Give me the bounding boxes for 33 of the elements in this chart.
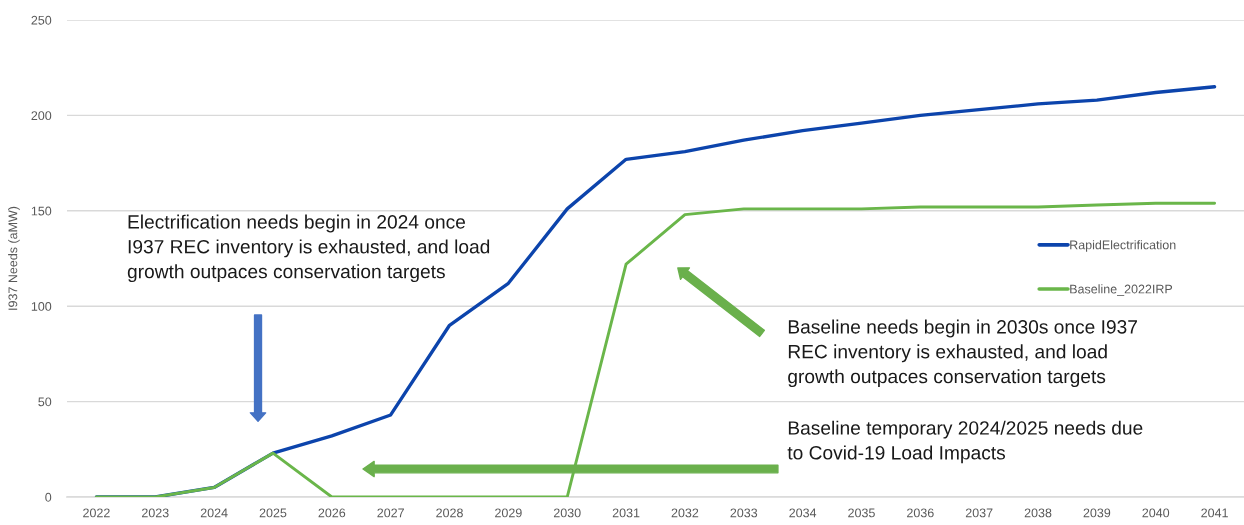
x-tick-label: 2030 [553, 508, 581, 518]
x-tick-label: 2033 [730, 508, 758, 518]
annotation: Baseline temporary 2024/2025 needs due to Covid-19 Load Impacts [787, 420, 1143, 464]
y-axis-title: I937 Needs (aMW) [8, 206, 20, 310]
x-tick-label: 2039 [1083, 508, 1111, 518]
annotation: Electrification needs begin in 2024 once I937 REC inventory is exhausted, and load growth outpaces conservation targets [127, 214, 490, 283]
y-tick-label: 100 [31, 302, 52, 311]
y-tick-label: 150 [31, 206, 52, 216]
x-tick-label: 2035 [848, 508, 875, 518]
legend-label: RapidElectrification [1070, 240, 1176, 252]
x-tick-label: 2028 [436, 508, 463, 518]
x-tick-label: 2031 [612, 508, 640, 518]
y-tick-label: 200 [31, 111, 52, 121]
x-tick-label: 2034 [789, 508, 817, 518]
x-tick-label: 2022 [83, 508, 110, 518]
x-tick-label: 2041 [1201, 508, 1228, 518]
y-tick-label: 0 [45, 492, 52, 502]
x-tick-label: 2029 [495, 508, 522, 518]
y-tick-label: 250 [31, 15, 52, 25]
x-tick-label: 2038 [1024, 508, 1052, 518]
line-series [94, 201, 1217, 497]
x-tick-label: 2025 [259, 508, 287, 518]
y-tick-label: 50 [38, 397, 52, 407]
x-tick-label: 2037 [965, 508, 993, 518]
x-tick-label: 2024 [200, 508, 228, 518]
x-tick-label: 2036 [907, 508, 934, 518]
x-tick-label: 2026 [318, 508, 346, 518]
x-tick-label: 2040 [1142, 508, 1170, 518]
x-tick-label: 2027 [377, 508, 404, 518]
legend-label: Baseline_2022IRP [1070, 284, 1173, 296]
x-tick-label: 2023 [142, 508, 169, 518]
annotation: Baseline needs begin in 2030s once I937 REC inventory is exhausted, and load growth outpaces conservation targets [788, 319, 1137, 388]
x-tick-label: 2032 [671, 508, 699, 518]
